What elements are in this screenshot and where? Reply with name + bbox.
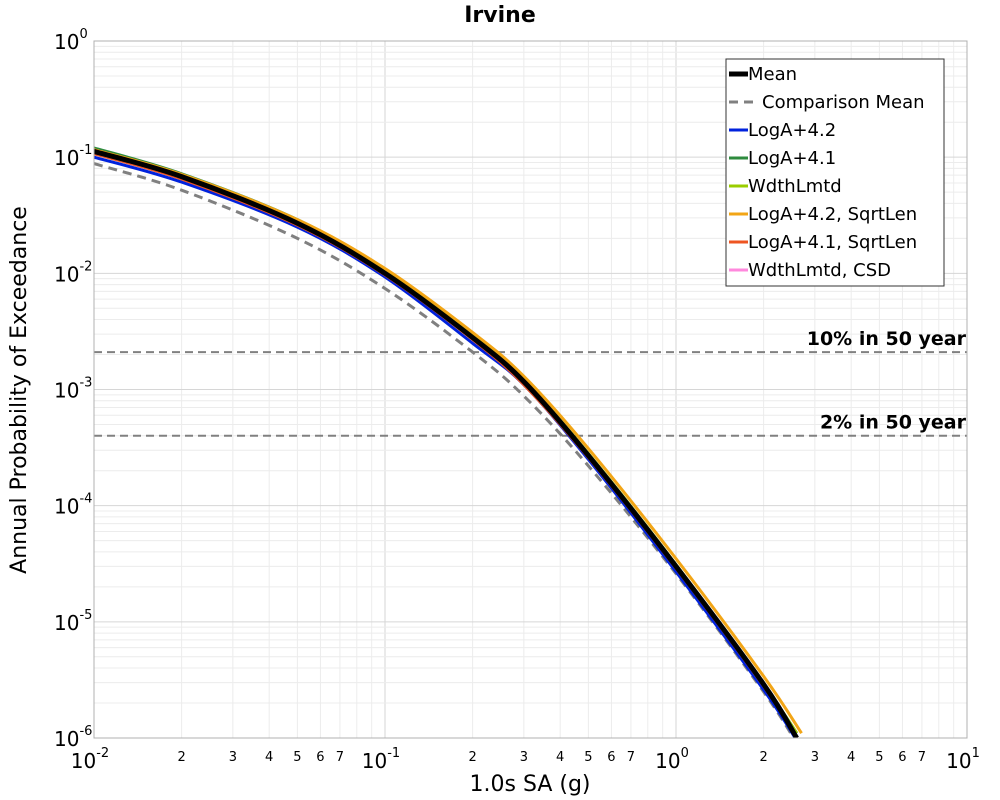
y-tick-label: 100: [54, 27, 88, 54]
x-minor-tick-label: 6: [607, 750, 615, 765]
y-tick-label: 10-1: [54, 143, 92, 170]
grid-lines: [93, 41, 967, 739]
x-minor-tick-label: 6: [898, 750, 906, 765]
x-tick-label: 10-1: [362, 746, 400, 773]
y-tick-labels: 100 10-1 10-2 10-3 10-4 10-5 10-6: [54, 27, 92, 751]
series-line-loga-4-2-sqrtlen: [94, 148, 803, 735]
series-line-wdthlmtd-csd: [94, 150, 799, 738]
x-minor-tick-label: 3: [811, 750, 819, 765]
x-minor-tick-label: 7: [918, 750, 926, 765]
series-line-loga-4-1-sqrtlen: [94, 152, 799, 738]
legend-label: LogA+4.2, SqrtLen: [748, 204, 917, 225]
x-minor-tick-label: 7: [336, 750, 344, 765]
x-minor-tick-label: 7: [627, 750, 635, 765]
y-tick-label: 10-4: [54, 492, 92, 519]
series-lines: [94, 146, 803, 738]
x-minor-tick-label: 4: [265, 750, 273, 765]
series-line-mean: [94, 149, 799, 738]
legend-label: LogA+4.1: [748, 148, 836, 169]
y-tick-label: 10-5: [54, 608, 92, 635]
x-minor-tick-label: 5: [875, 750, 883, 765]
y-tick-label: 10-3: [54, 376, 92, 403]
series-line-loga-4-1: [94, 146, 799, 735]
legend-box: [725, 58, 945, 287]
x-tick-label: 10-2: [71, 746, 109, 773]
x-axis-label: 1.0s SA (g): [470, 772, 591, 797]
x-tick-label: 100: [655, 746, 689, 773]
x-minor-tick-label: 3: [229, 750, 237, 765]
legend-label: LogA+4.1, SqrtLen: [748, 232, 917, 253]
x-minor-tick-label: 3: [520, 750, 528, 765]
x-minor-tick-label: 4: [847, 750, 855, 765]
plot-frame: [93, 40, 968, 739]
legend-label: Mean: [748, 64, 797, 85]
series-line-loga-4-2: [94, 155, 797, 738]
y-tick-label: 10-2: [54, 259, 92, 286]
x-minor-tick-label: 5: [584, 750, 592, 765]
y-axis-label: Annual Probability of Exceedance: [7, 206, 32, 574]
chart-title: Irvine: [464, 3, 536, 28]
x-minor-tick-label: 6: [316, 750, 324, 765]
legend-label: Comparison Mean: [762, 92, 925, 113]
legend-label: WdthLmtd: [748, 176, 842, 197]
x-minor-tick-label: 2: [759, 750, 767, 765]
reference-line-label: 10% in 50 year: [807, 328, 967, 350]
x-minor-tick-label: 4: [556, 750, 564, 765]
legend-label: LogA+4.2: [748, 120, 836, 141]
legend-label: WdthLmtd, CSD: [748, 260, 891, 281]
reference-lines: 10% in 50 year 2% in 50 year: [94, 328, 967, 437]
legend: Mean Comparison Mean LogA+4.2 LogA+4.1 WdthL…: [725, 58, 945, 287]
x-minor-tick-label: 2: [177, 750, 185, 765]
x-tick-label: 101: [946, 746, 980, 773]
x-minor-tick-label: 5: [293, 750, 301, 765]
reference-line-label: 2% in 50 year: [820, 412, 967, 434]
y-tick-label: 10-6: [54, 724, 92, 751]
x-minor-tick-label: 2: [468, 750, 476, 765]
